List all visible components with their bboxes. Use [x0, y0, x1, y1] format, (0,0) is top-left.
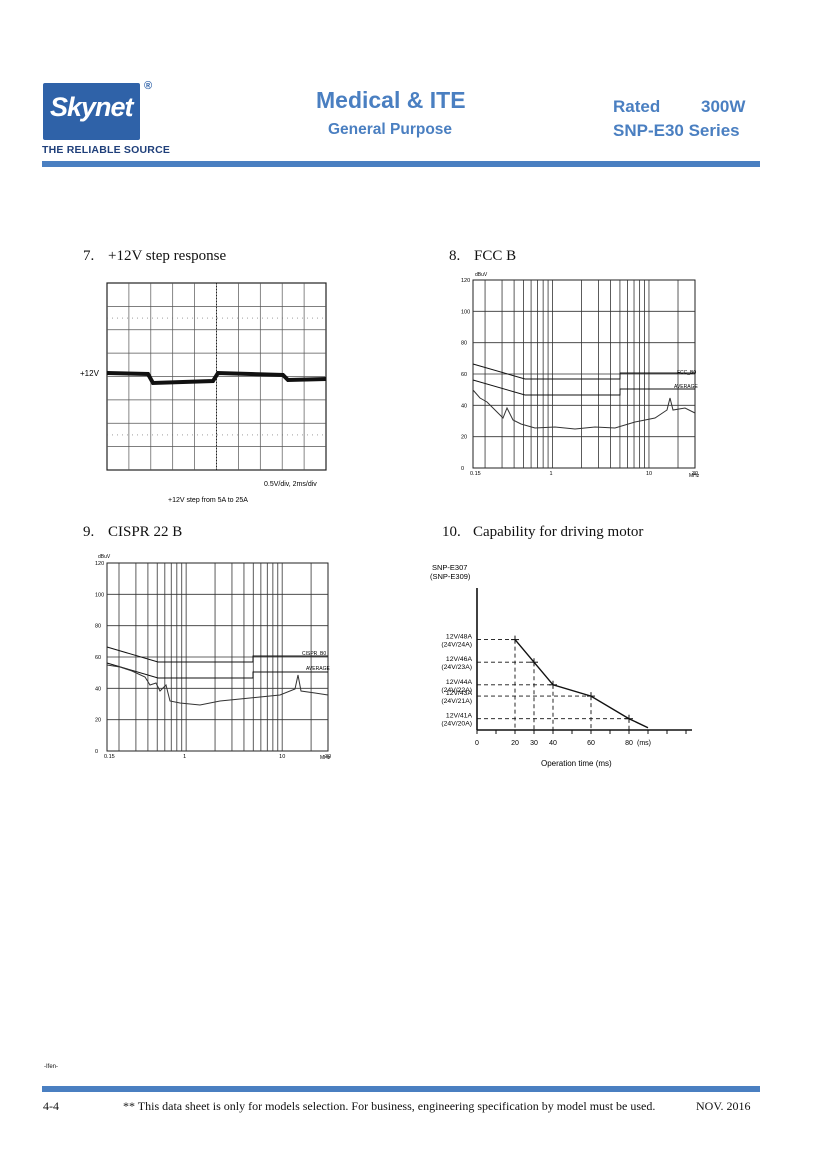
- section-7-title: +12V step response: [108, 248, 227, 264]
- cispr-measured-trace: [106, 664, 329, 706]
- motor-y-label: (24V/23A): [441, 664, 472, 671]
- section-8-number: 8.: [449, 248, 461, 264]
- motor-y-label: (24V/24A): [441, 642, 472, 649]
- fcc-limit-line: [472, 363, 695, 380]
- cispr-x-tick: 1: [183, 754, 186, 760]
- fcc-x-tick: 30: [692, 471, 698, 477]
- cispr-y-tick: 0: [95, 749, 98, 755]
- scope-scale-text: 0.5V/div, 2ms/div: [264, 481, 317, 488]
- motor-y-title-1: SNP-E307: [432, 563, 467, 572]
- logo-wordmark: Skynet: [50, 92, 134, 122]
- registered-mark: ®: [144, 80, 153, 92]
- section-9-number: 9.: [83, 524, 95, 540]
- cispr-y-tick: 120: [95, 561, 104, 567]
- motor-x-label: 60: [587, 740, 595, 747]
- page-title: Medical & ITE: [316, 87, 466, 113]
- footer-mark: -Ifen-: [44, 1064, 59, 1070]
- section-10-number: 10.: [442, 524, 461, 540]
- fcc-y-tick: 120: [461, 278, 470, 284]
- rated-value: 300W: [701, 97, 746, 116]
- cispr-average-label: AVERAGE: [306, 666, 330, 672]
- cispr-grid: 120 100 80 60 40 20 0 0.15 1 10 30: [95, 561, 331, 760]
- page-subtitle: General Purpose: [328, 121, 453, 138]
- fcc-y-tick: 60: [461, 372, 467, 378]
- fcc-measured-trace: [472, 389, 696, 430]
- cispr-average-line: [106, 662, 328, 679]
- motor-y-label: (24V/22A): [441, 687, 472, 694]
- fcc-y-tick: 0: [461, 466, 464, 472]
- fcc-y-tick: 20: [461, 435, 467, 441]
- series-name: SNP-E30 Series: [613, 121, 740, 140]
- footer-note: ** This data sheet is only for models se…: [123, 1099, 656, 1113]
- section-10-title: Capability for driving motor: [473, 524, 644, 540]
- step-response-scope: +12V 0.5V/div, 2ms/div +12V step from 5A…: [80, 282, 327, 504]
- fcc-y-tick: 40: [461, 403, 467, 409]
- fcc-average-label: AVERAGE: [674, 384, 698, 390]
- page-number: 4-4: [43, 1099, 59, 1113]
- fcc-y-tick: 80: [461, 341, 467, 347]
- motor-guides: [477, 639, 630, 730]
- motor-capability-line: [514, 639, 649, 729]
- motor-y-title-2: (SNP-E309): [430, 572, 471, 581]
- fcc-x-tick: 10: [646, 471, 652, 477]
- motor-y-label: (24V/20A): [441, 721, 472, 728]
- scope-channel-label: +12V: [80, 369, 100, 378]
- section-7-number: 7.: [83, 248, 95, 264]
- motor-x-label: 0: [475, 740, 479, 747]
- rated-label: Rated: [613, 97, 661, 116]
- motor-points: [511, 635, 633, 723]
- fcc-unit: dBuV: [475, 272, 488, 278]
- cispr-x-unit: MHz: [320, 755, 331, 761]
- logo: [43, 83, 140, 140]
- cispr-y-tick: 40: [95, 686, 101, 692]
- motor-y-label: 12V/44A: [446, 679, 473, 686]
- motor-capability-chart: 12V/41A(24V/20A)12V/43A(24V/21A)12V/44A(…: [430, 563, 692, 768]
- motor-x-label: 80: [625, 740, 633, 747]
- fcc-x-unit: MHz: [689, 473, 700, 479]
- cispr-limit-line: [106, 646, 328, 663]
- cispr-limit-label: CISPR_B0: [302, 651, 326, 657]
- section-9-title: CISPR 22 B: [108, 524, 183, 540]
- motor-y-label: 12V/41A: [446, 713, 473, 720]
- motor-xlabels: 0 20 30 40 60 80 (ms): [475, 740, 651, 747]
- fcc-b-chart: 120 100 80 60 40 20 0 0.15 1 10 30 dBuV FCC_B0 AVE…: [461, 272, 700, 479]
- cispr-y-tick: 100: [95, 592, 104, 598]
- motor-ylabels: 12V/41A(24V/20A)12V/43A(24V/21A)12V/44A(…: [441, 634, 472, 728]
- motor-x-title: Operation time (ms): [541, 759, 612, 768]
- fcc-grid: 120 100 80 60 40 20 0 0.15 1 10 30: [461, 278, 698, 477]
- cispr-y-tick: 60: [95, 655, 101, 661]
- scope-trace: [106, 370, 327, 386]
- tagline: THE RELIABLE SOURCE: [42, 144, 171, 156]
- motor-x-label: 40: [549, 740, 557, 747]
- motor-y-label: 12V/48A: [446, 634, 473, 641]
- header-rule: [42, 161, 760, 167]
- cispr-y-tick: 20: [95, 718, 101, 724]
- fcc-limit-label: FCC_B0: [677, 370, 696, 376]
- motor-y-label: 12V/46A: [446, 656, 473, 663]
- fcc-y-tick: 100: [461, 309, 470, 315]
- motor-x-unit: (ms): [637, 740, 651, 747]
- cispr-unit: dBuV: [98, 554, 111, 560]
- cispr-x-tick: 0.15: [104, 754, 115, 760]
- motor-x-label: 30: [530, 740, 538, 747]
- motor-x-label: 20: [511, 740, 519, 747]
- cispr-x-tick: 10: [279, 754, 285, 760]
- scope-caption: +12V step from 5A to 25A: [168, 497, 248, 504]
- fcc-x-tick: 1: [549, 471, 552, 477]
- fcc-average-line: [472, 379, 695, 396]
- scope-grid: [106, 282, 327, 471]
- cispr-22-b-chart: 120 100 80 60 40 20 0 0.15 1 10 30 dBuV CISPR_B0 A…: [95, 554, 331, 761]
- motor-axes: [476, 588, 692, 734]
- footer-date: NOV. 2016: [696, 1099, 751, 1113]
- cispr-x-tick: 30: [325, 754, 331, 760]
- motor-y-label: (24V/21A): [441, 698, 472, 705]
- motor-y-label: 12V/43A: [446, 690, 473, 697]
- cispr-y-tick: 80: [95, 624, 101, 630]
- section-8-title: FCC B: [474, 248, 517, 264]
- fcc-x-tick: 0.15: [470, 471, 481, 477]
- footer-rule: [42, 1086, 760, 1092]
